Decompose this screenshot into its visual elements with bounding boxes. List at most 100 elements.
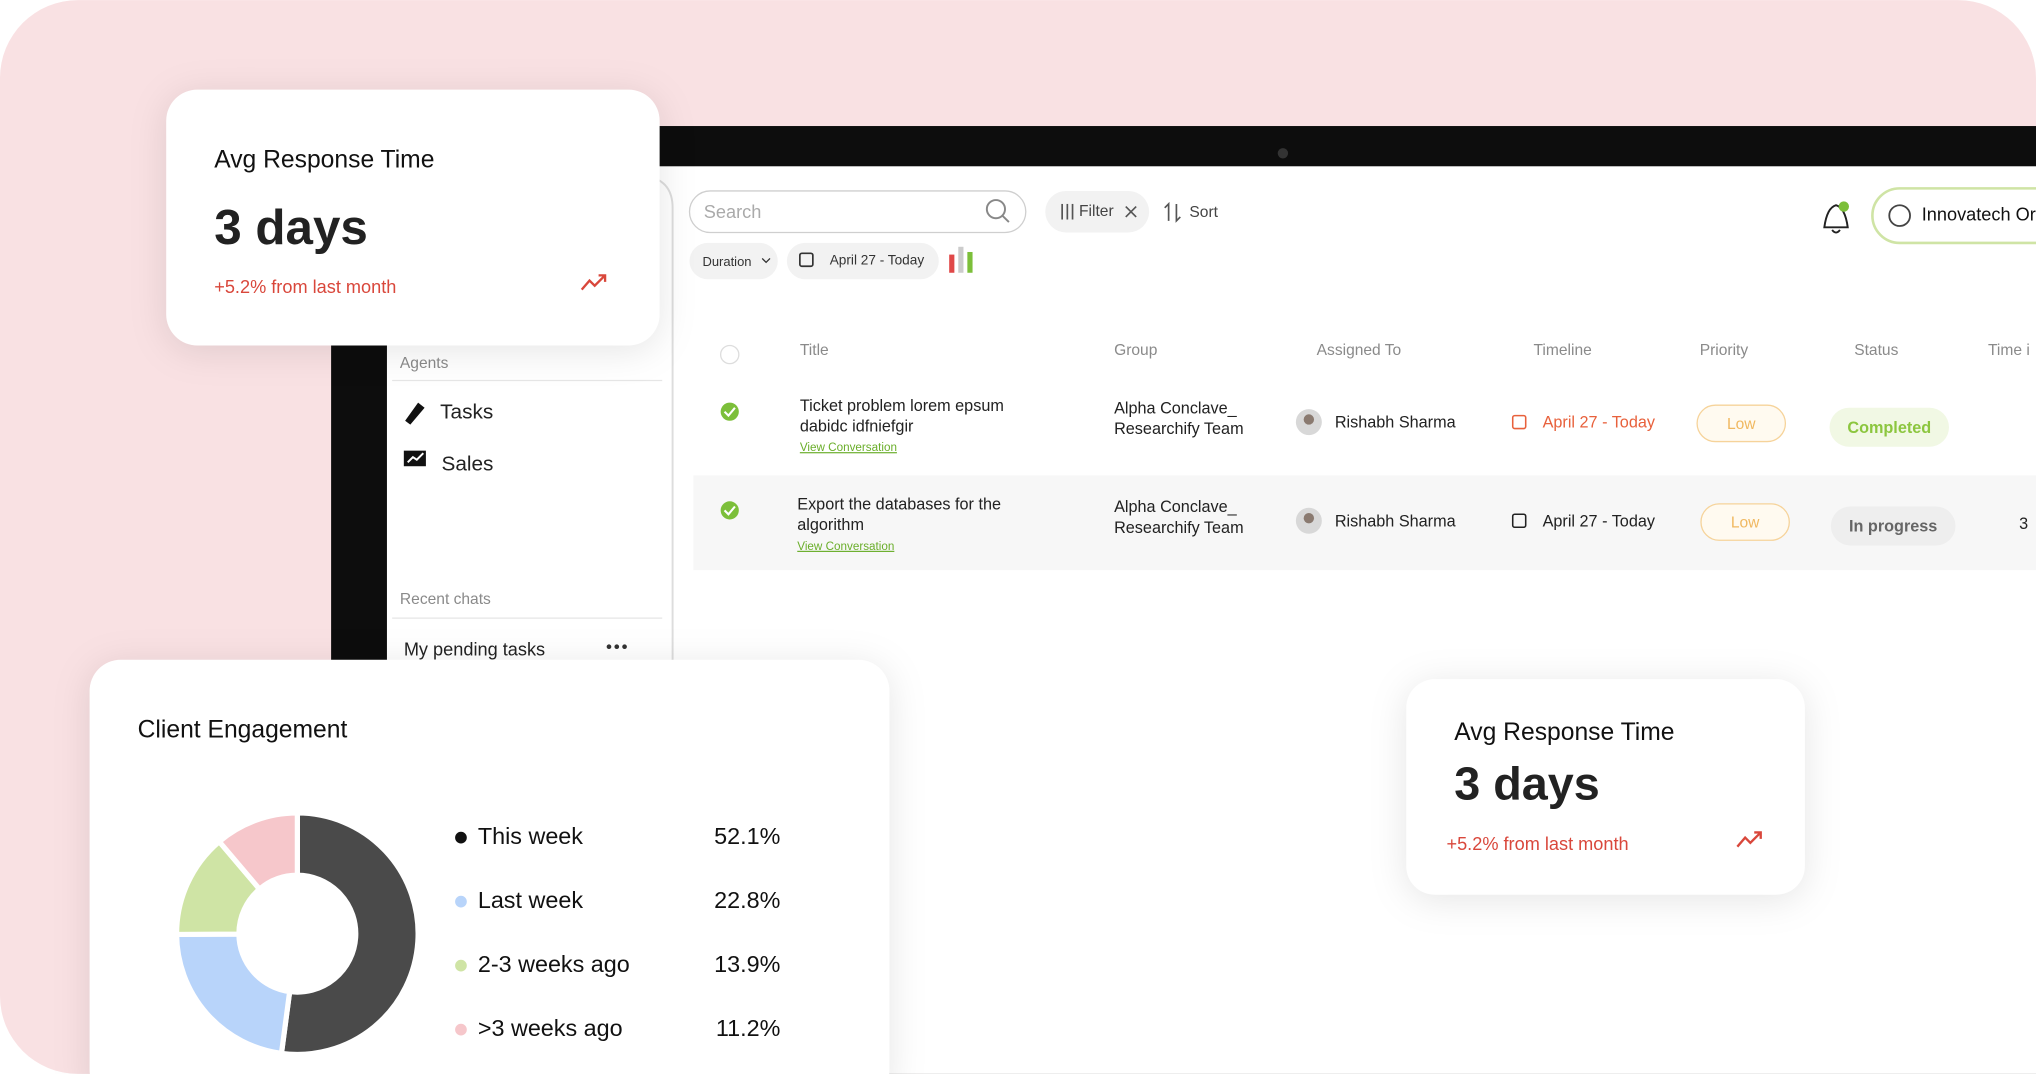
avatar-face bbox=[1303, 512, 1315, 524]
legend-dot bbox=[455, 895, 467, 908]
card-title: Avg Response Time bbox=[1454, 719, 1674, 746]
calendar-icon bbox=[799, 252, 814, 268]
duration-button[interactable] bbox=[689, 242, 778, 280]
select-all[interactable] bbox=[720, 344, 740, 365]
card-value: 3 days bbox=[214, 200, 368, 255]
status: Completed bbox=[1847, 419, 1931, 437]
column-header: Status bbox=[1854, 342, 1898, 359]
column-header: Time i bbox=[1988, 342, 2030, 359]
column-header: Assigned To bbox=[1317, 342, 1402, 359]
legend-label: Last week bbox=[478, 887, 583, 913]
avatar-face bbox=[1303, 414, 1315, 425]
task-title: dabidc idfniefgir bbox=[800, 418, 914, 436]
task-title: Ticket problem lorem epsum bbox=[800, 397, 1004, 415]
task-title: Export the databases for the bbox=[797, 495, 1001, 513]
status-check bbox=[720, 402, 739, 421]
tasks-icon bbox=[405, 402, 425, 425]
priority: Low bbox=[1731, 514, 1760, 531]
sidebar-item[interactable]: Sales bbox=[441, 452, 493, 475]
priority: Low bbox=[1727, 416, 1756, 433]
sidebar-heading: Recent chats bbox=[400, 591, 491, 608]
donut-segment bbox=[215, 810, 300, 893]
chevron bbox=[761, 258, 771, 264]
legend-label: 2-3 weeks ago bbox=[478, 951, 630, 977]
card-value: 3 days bbox=[1454, 757, 1600, 809]
search-box[interactable] bbox=[688, 190, 1027, 234]
column-header: Timeline bbox=[1533, 342, 1591, 359]
chart-card bbox=[89, 659, 890, 1074]
task-title: algorithm bbox=[797, 516, 864, 534]
search-placeholder: Search bbox=[704, 202, 762, 222]
camera bbox=[1277, 148, 1289, 159]
status-pill bbox=[1830, 506, 1956, 546]
stat-card bbox=[166, 89, 660, 346]
notification-dot bbox=[1838, 201, 1850, 212]
icon-bar bbox=[958, 246, 964, 273]
view-link[interactable]: View Conversation bbox=[797, 540, 894, 553]
legend-value: 13.9% bbox=[714, 951, 780, 977]
filter-icon bbox=[1061, 203, 1074, 220]
sort-button[interactable]: Sort bbox=[1189, 204, 1218, 221]
stat-card bbox=[1406, 679, 1805, 895]
assignee: Rishabh Sharma bbox=[1335, 512, 1457, 530]
status-pill bbox=[1829, 407, 1950, 447]
check-mark bbox=[723, 505, 736, 516]
group-name: Researchify Team bbox=[1114, 519, 1244, 537]
sort-icon bbox=[1164, 201, 1181, 223]
column-header: Group bbox=[1114, 342, 1158, 359]
search-icon bbox=[985, 199, 1006, 220]
group-name: Alpha Conclave_ bbox=[1114, 498, 1238, 516]
date-button[interactable] bbox=[786, 242, 939, 280]
bell-icon[interactable] bbox=[1823, 204, 1849, 234]
donut-segment bbox=[278, 810, 421, 1058]
chart-title: Client Engagement bbox=[138, 717, 348, 744]
icon-bar bbox=[967, 251, 973, 273]
legend-label: This week bbox=[478, 823, 583, 849]
card-title: Avg Response Time bbox=[214, 147, 434, 174]
calendar-icon bbox=[1511, 414, 1527, 430]
filter-button[interactable] bbox=[1045, 190, 1150, 233]
status-check bbox=[720, 501, 739, 520]
legend-dot bbox=[455, 959, 467, 972]
priority-pill bbox=[1700, 503, 1790, 541]
group-name: Researchify Team bbox=[1114, 420, 1244, 438]
column-header: Title bbox=[800, 342, 829, 359]
sidebar-item[interactable]: Tasks bbox=[440, 400, 493, 423]
legend-value: 52.1% bbox=[714, 823, 780, 849]
legend-label: >3 weeks ago bbox=[478, 1015, 623, 1041]
date-range: April 27 - Today bbox=[830, 253, 925, 268]
trend-icon bbox=[1736, 831, 1762, 848]
column-header: Priority bbox=[1700, 342, 1749, 359]
legend-value: 11.2% bbox=[716, 1015, 781, 1041]
filter-label: Filter bbox=[1079, 203, 1114, 220]
timeline: April 27 - Today bbox=[1543, 414, 1656, 432]
check-mark bbox=[723, 407, 736, 418]
group-name: Alpha Conclave_ bbox=[1114, 399, 1238, 417]
org-logo bbox=[1888, 204, 1911, 227]
calendar-icon bbox=[1511, 513, 1527, 529]
card-change: +5.2% from last month bbox=[214, 277, 396, 297]
legend-dot bbox=[455, 1023, 467, 1036]
more-icon[interactable] bbox=[606, 644, 627, 650]
legend-dot bbox=[455, 831, 467, 844]
icon-bar bbox=[949, 254, 955, 273]
trend-icon bbox=[580, 274, 607, 291]
close-icon[interactable] bbox=[1125, 205, 1137, 218]
legend-value: 22.8% bbox=[714, 887, 780, 913]
search-icon bbox=[1001, 214, 1010, 223]
donut-segment bbox=[173, 931, 293, 1057]
sales-icon-line bbox=[407, 452, 424, 464]
view-link[interactable]: View Conversation bbox=[800, 441, 897, 454]
assignee: Rishabh Sharma bbox=[1335, 414, 1457, 432]
time: 3 bbox=[2019, 515, 2028, 533]
sidebar-heading: Agents bbox=[400, 355, 449, 372]
row-background bbox=[693, 475, 2036, 571]
org-button[interactable] bbox=[1871, 187, 2036, 245]
recent-chat[interactable]: My pending tasks bbox=[404, 639, 545, 659]
timeline: April 27 - Today bbox=[1543, 512, 1656, 530]
status: In progress bbox=[1849, 518, 1937, 536]
priority-pill bbox=[1696, 404, 1787, 443]
card-change: +5.2% from last month bbox=[1446, 834, 1628, 854]
